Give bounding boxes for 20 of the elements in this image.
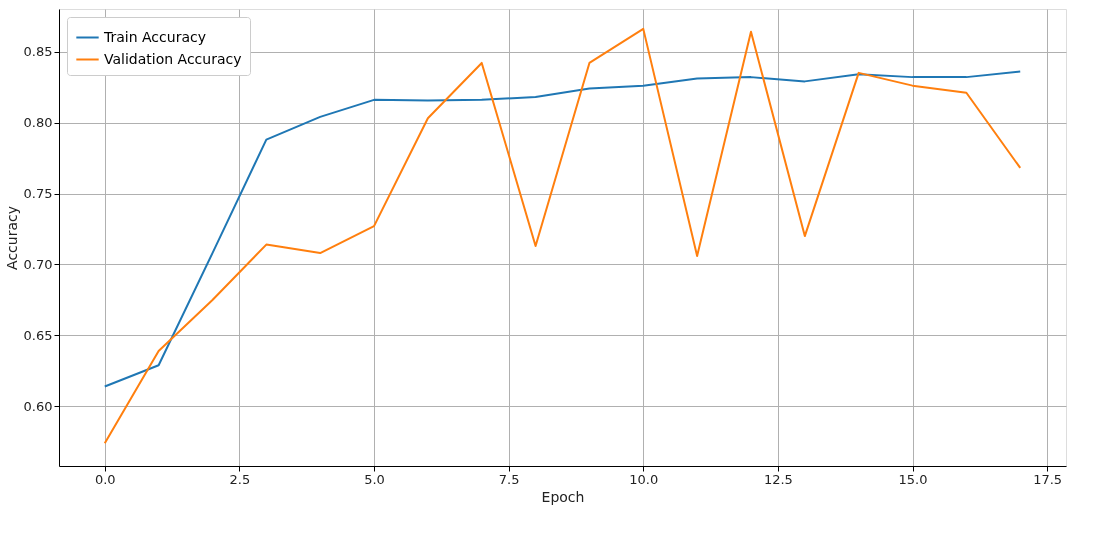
x-axis-title: Epoch xyxy=(541,488,585,505)
y-tick-label: 0.75 xyxy=(23,186,53,201)
y-tick-label: 0.70 xyxy=(23,256,53,272)
x-tick-label: 0.0 xyxy=(94,471,116,487)
y-tick-label: 0.60 xyxy=(23,398,53,414)
x-tick-label: 15.0 xyxy=(898,471,928,487)
y-tick-label: 0.80 xyxy=(23,115,53,131)
y-axis-title: Accuracy xyxy=(3,206,20,270)
legend-label: Train Accuracy xyxy=(103,28,206,45)
x-tick-label: 17.5 xyxy=(1033,471,1063,487)
line-series xyxy=(103,70,1022,388)
x-tick-label: 12.5 xyxy=(763,471,793,487)
x-tick-label: 10.0 xyxy=(629,471,659,487)
x-tick-label: 2.5 xyxy=(229,471,251,487)
y-tick-label: 0.65 xyxy=(23,327,53,343)
x-tick-label: 7.5 xyxy=(498,471,520,487)
x-tick-label: 5.0 xyxy=(364,471,385,487)
y-tick-label: 0.85 xyxy=(23,44,53,60)
legend-label: Validation Accuracy xyxy=(104,50,242,67)
line-series xyxy=(103,27,1022,445)
